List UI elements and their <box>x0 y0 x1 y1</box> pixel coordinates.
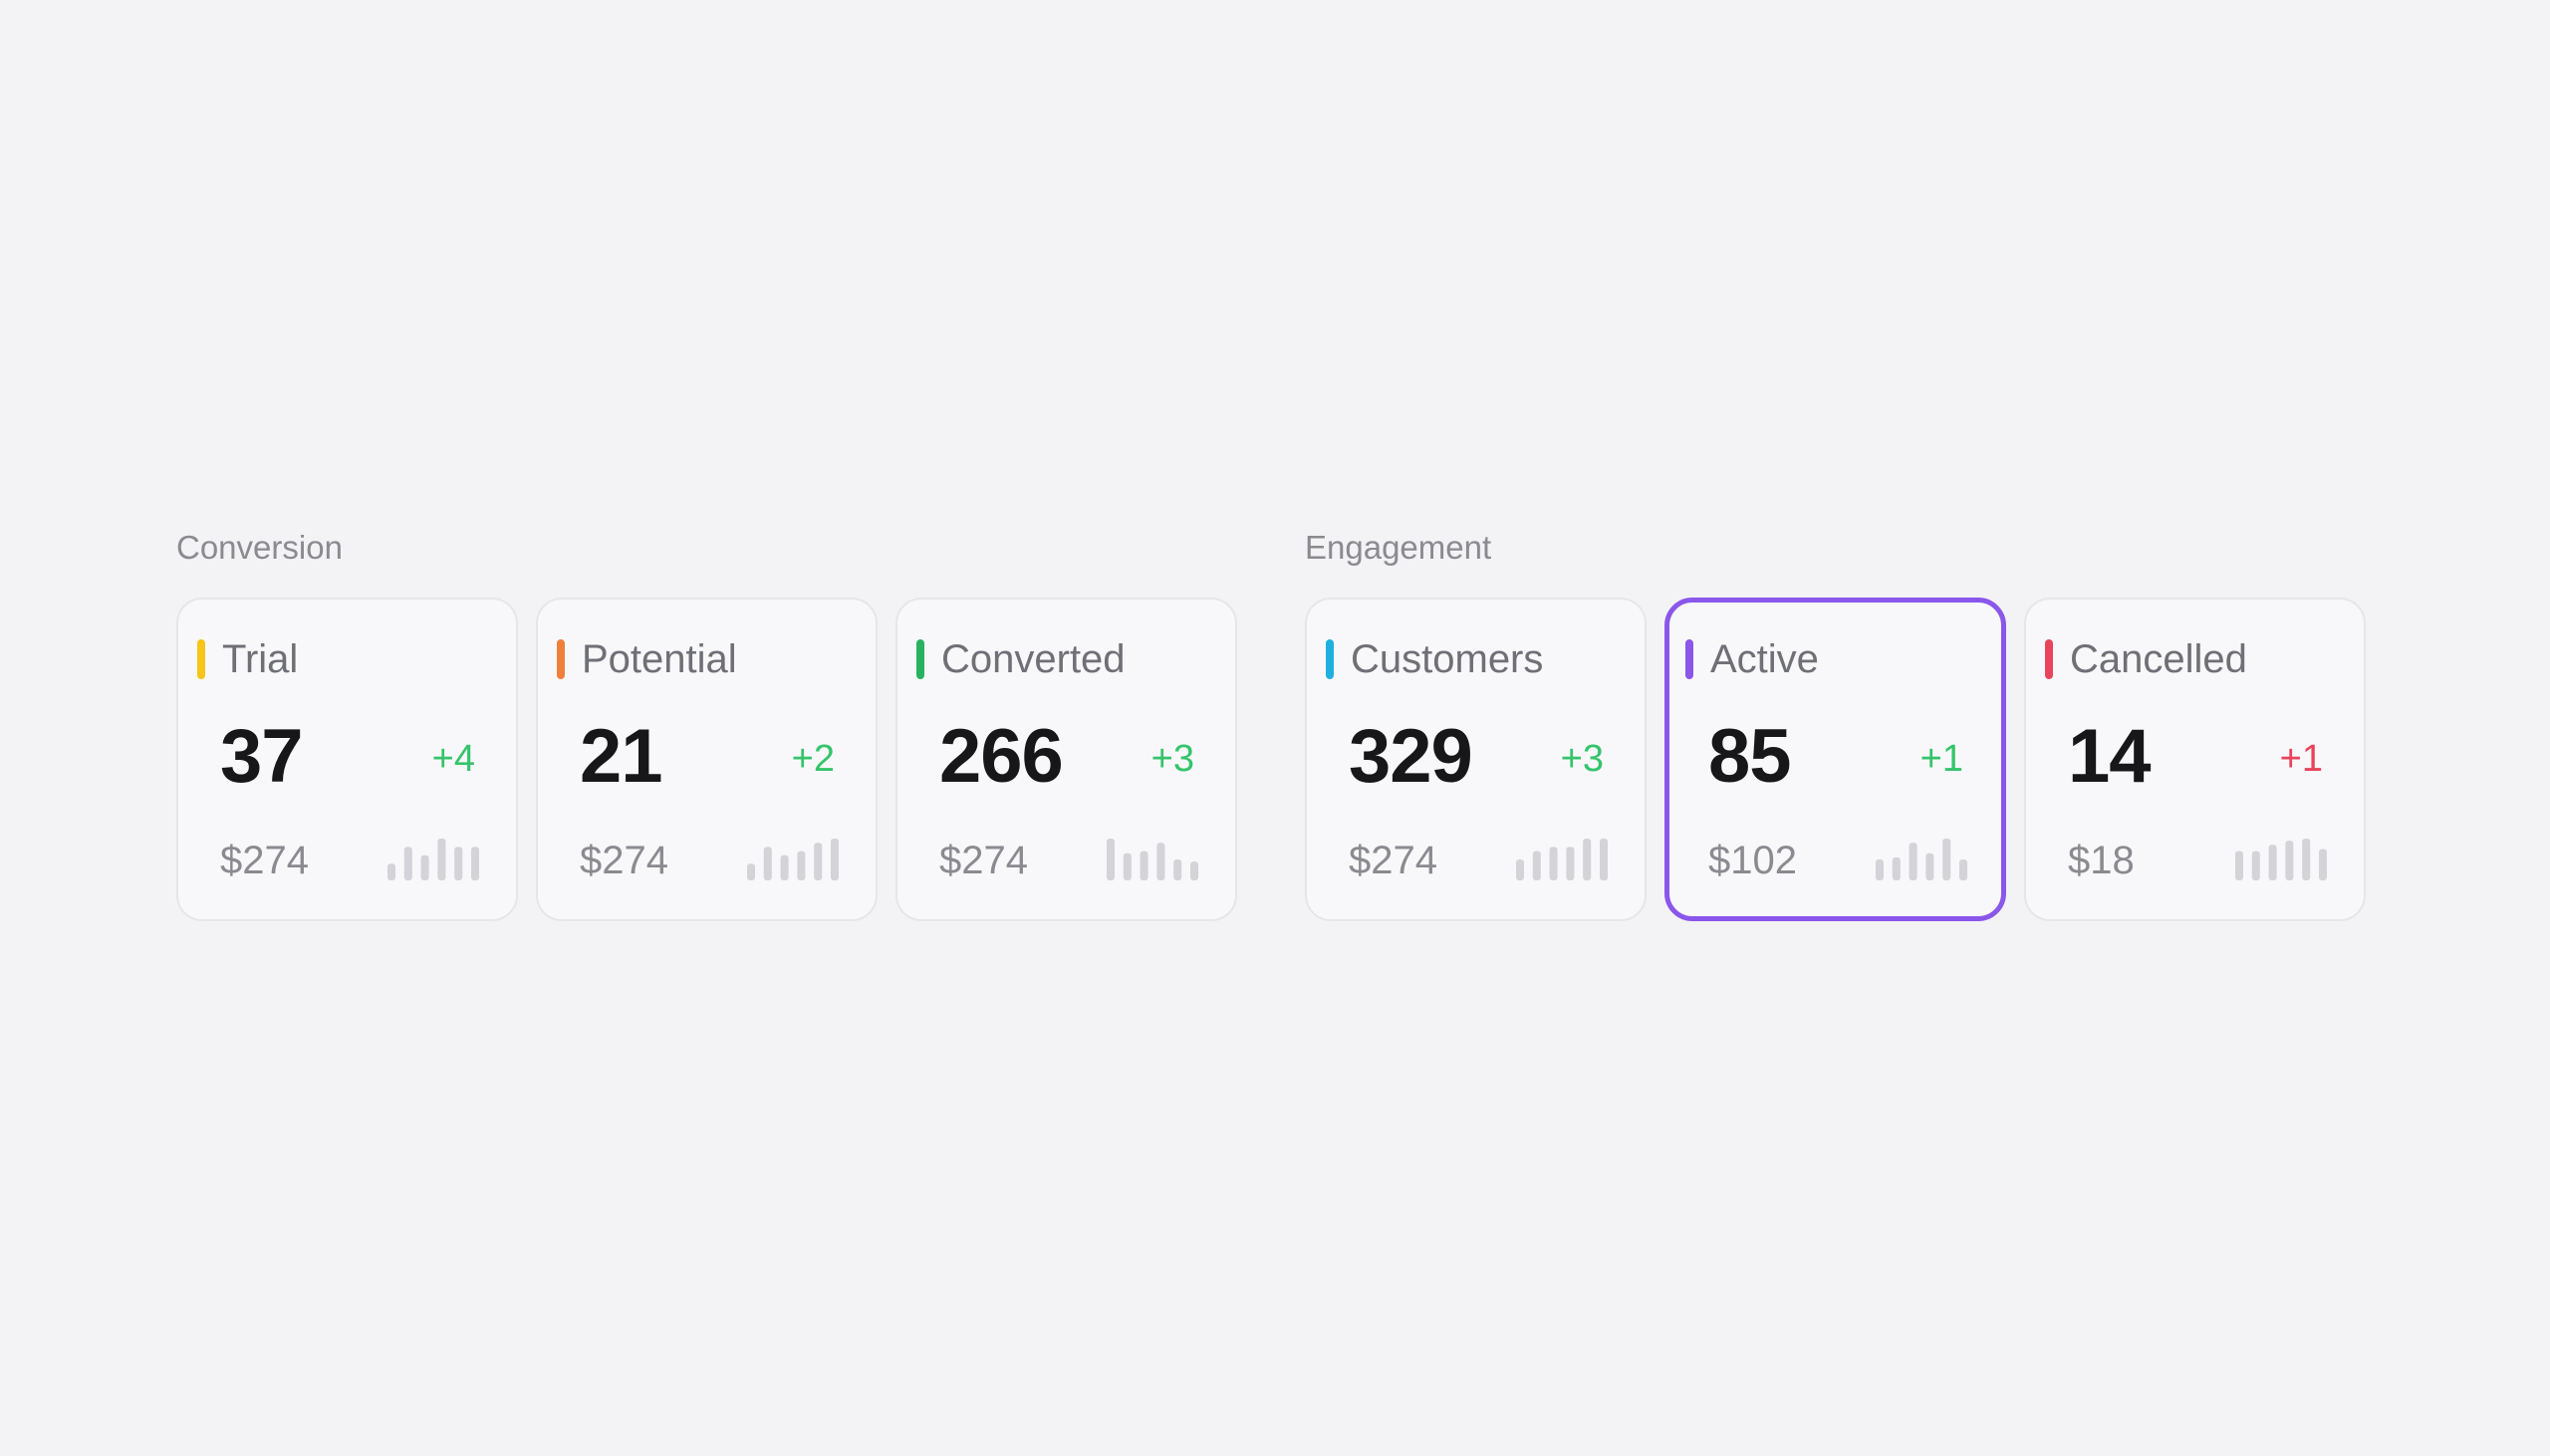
accent-bar <box>1685 639 1693 679</box>
card-value: 85 <box>1708 714 1792 799</box>
card-amount: $274 <box>939 839 1028 882</box>
card-row: Trial 37 +4 $274 Potential 21 +2 $274 Co… <box>176 598 1237 921</box>
card-delta: +1 <box>1919 738 1963 780</box>
sparkline-bars <box>1107 839 1198 880</box>
card-converted[interactable]: Converted 266 +3 $274 <box>895 598 1237 921</box>
group-title: Conversion <box>176 529 343 566</box>
spark-bar <box>2235 850 2243 880</box>
spark-bar <box>1532 850 1541 880</box>
card-delta: +2 <box>791 738 835 780</box>
card-cancelled[interactable]: Cancelled 14 +1 $18 <box>2024 598 2366 921</box>
spark-bar <box>2251 850 2260 880</box>
spark-bar <box>1566 847 1575 880</box>
card-row: Customers 329 +3 $274 Active 85 +1 $102 … <box>1305 598 2366 921</box>
spark-bar <box>1190 861 1198 880</box>
card-active[interactable]: Active 85 +1 $102 <box>1664 598 2006 921</box>
card-amount: $18 <box>2068 839 2135 882</box>
spark-bar <box>420 854 429 880</box>
spark-bar <box>1173 859 1182 880</box>
sparkline-bars <box>1876 839 1967 880</box>
spark-bar <box>2268 845 2277 880</box>
sparkline-bars <box>2235 839 2327 880</box>
spark-bar <box>797 850 806 880</box>
card-value: 329 <box>1349 714 1473 799</box>
card-amount: $102 <box>1708 839 1797 882</box>
card-value: 266 <box>939 714 1064 799</box>
spark-bar <box>831 839 839 880</box>
card-potential[interactable]: Potential 21 +2 $274 <box>536 598 878 921</box>
card-customers[interactable]: Customers 329 +3 $274 <box>1305 598 1647 921</box>
card-delta: +3 <box>1150 738 1194 780</box>
spark-bar <box>471 847 479 880</box>
spark-bar <box>1959 859 1967 880</box>
spark-bar <box>1892 856 1901 880</box>
spark-bar <box>1516 859 1524 880</box>
spark-bar <box>454 847 463 880</box>
spark-bar <box>403 847 412 880</box>
spark-bar <box>763 847 772 880</box>
card-amount: $274 <box>580 839 668 882</box>
spark-bar <box>1123 852 1132 880</box>
card-delta: +4 <box>431 738 475 780</box>
spark-bar <box>1876 859 1884 880</box>
card-amount: $274 <box>1349 839 1437 882</box>
sparkline-bars <box>1516 839 1608 880</box>
card-label: Trial <box>222 637 299 681</box>
spark-bar <box>1107 839 1115 880</box>
spark-bar <box>1942 839 1951 880</box>
card-label: Customers <box>1351 637 1544 681</box>
accent-bar <box>916 639 924 679</box>
spark-bar <box>1140 850 1148 880</box>
sparkline-bars <box>747 839 839 880</box>
spark-bar <box>1600 839 1608 880</box>
card-amount: $274 <box>220 839 309 882</box>
group-title: Engagement <box>1305 529 1492 566</box>
card-value: 14 <box>2068 714 2152 799</box>
spark-bar <box>1909 843 1917 880</box>
spark-bar <box>747 863 755 880</box>
accent-bar <box>557 639 565 679</box>
card-label: Potential <box>582 637 737 681</box>
card-delta: +1 <box>2279 738 2323 780</box>
card-trial[interactable]: Trial 37 +4 $274 <box>176 598 518 921</box>
card-label: Active <box>1710 637 1819 681</box>
card-label: Cancelled <box>2070 637 2247 681</box>
sparkline-bars <box>387 839 479 880</box>
spark-bar <box>2319 849 2327 880</box>
spark-bar <box>1549 847 1558 880</box>
spark-bar <box>814 843 823 880</box>
spark-bar <box>437 839 446 880</box>
card-delta: +3 <box>1560 738 1604 780</box>
spark-bar <box>780 854 789 880</box>
spark-bar <box>1925 852 1934 880</box>
accent-bar <box>2045 639 2053 679</box>
accent-bar <box>197 639 205 679</box>
spark-bar <box>387 863 395 880</box>
spark-bar <box>1156 843 1165 880</box>
card-value: 37 <box>220 714 304 799</box>
accent-bar <box>1326 639 1334 679</box>
spark-bar <box>1583 839 1592 880</box>
card-label: Converted <box>941 637 1126 681</box>
spark-bar <box>2285 841 2294 880</box>
card-value: 21 <box>580 714 663 799</box>
spark-bar <box>2302 839 2311 880</box>
